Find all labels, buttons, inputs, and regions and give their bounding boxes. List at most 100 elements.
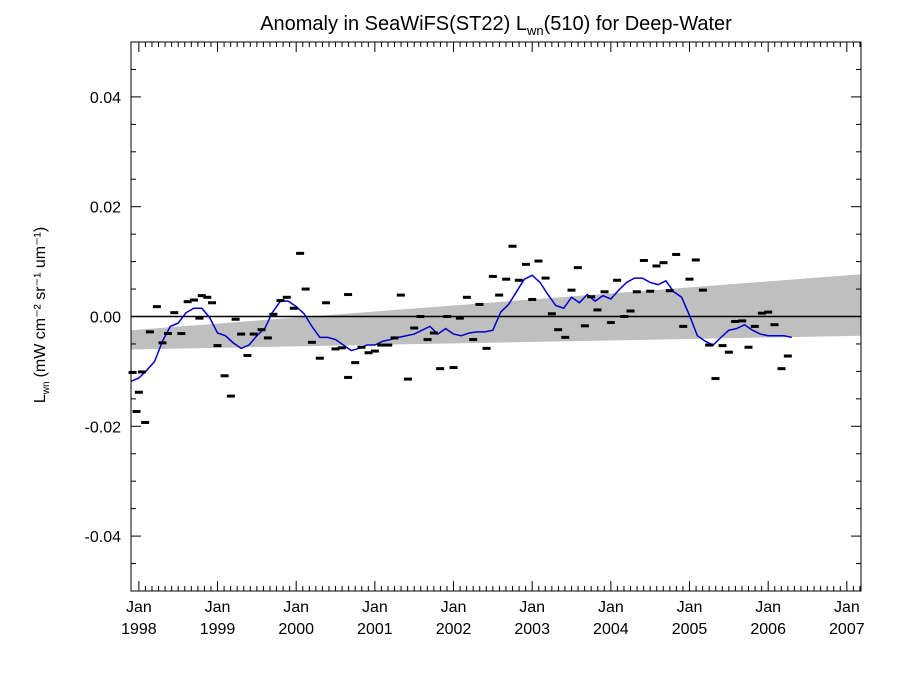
data-point bbox=[220, 374, 229, 378]
data-point bbox=[593, 308, 602, 312]
plot-area: -0.04-0.020.000.020.04 Jan1998Jan1999Jan… bbox=[85, 41, 865, 638]
x-tick-month-label: Jan bbox=[677, 599, 703, 616]
x-tick-year-label: 2007 bbox=[829, 621, 865, 638]
data-point bbox=[249, 332, 258, 336]
data-point bbox=[665, 289, 674, 293]
data-point bbox=[423, 338, 432, 342]
data-point bbox=[138, 370, 147, 374]
data-point bbox=[357, 345, 366, 349]
data-point bbox=[315, 356, 324, 360]
data-point bbox=[145, 330, 154, 334]
data-point bbox=[691, 258, 700, 262]
x-tick-year-label: 2006 bbox=[750, 621, 786, 638]
data-point bbox=[331, 347, 340, 351]
running-mean-line bbox=[130, 274, 792, 382]
data-point bbox=[237, 332, 246, 336]
x-tick-year-label: 2005 bbox=[672, 621, 708, 638]
data-point bbox=[296, 251, 305, 255]
chart-title: Anomaly in SeaWiFS(ST22) Lwn(510) for De… bbox=[260, 13, 732, 38]
x-tick-month-label: Jan bbox=[283, 599, 309, 616]
y-tick-label: 0.00 bbox=[90, 310, 121, 327]
x-tick-month-label: Jan bbox=[126, 599, 152, 616]
data-point bbox=[416, 315, 425, 318]
data-point bbox=[183, 300, 192, 304]
data-point bbox=[711, 377, 720, 381]
data-point bbox=[705, 343, 714, 347]
data-point bbox=[462, 295, 471, 299]
data-point bbox=[269, 312, 278, 316]
data-point bbox=[322, 301, 331, 305]
y-axis-label-text: Lwn (mW cm⁻² sr⁻¹ um⁻¹) bbox=[32, 227, 52, 403]
data-point bbox=[276, 299, 285, 303]
data-point bbox=[410, 326, 419, 330]
data-point bbox=[141, 420, 150, 424]
x-tick-year-label: 2001 bbox=[357, 621, 393, 638]
data-point bbox=[587, 295, 596, 299]
data-point bbox=[639, 259, 648, 263]
data-point bbox=[396, 293, 405, 297]
ylabel-subscript: wn bbox=[41, 381, 52, 395]
data-point bbox=[208, 301, 217, 305]
data-point bbox=[443, 315, 452, 318]
data-point bbox=[777, 367, 786, 371]
data-point bbox=[652, 264, 661, 268]
data-point bbox=[495, 293, 504, 297]
x-tick-year-label: 2004 bbox=[593, 621, 629, 638]
ylabel-units: (mW cm⁻² sr⁻¹ um⁻¹) bbox=[32, 227, 49, 378]
data-point bbox=[567, 288, 576, 292]
data-point bbox=[646, 289, 655, 293]
data-point bbox=[626, 309, 635, 313]
data-point bbox=[231, 317, 240, 321]
data-point bbox=[482, 346, 491, 350]
x-tick-month-label: Jan bbox=[362, 599, 388, 616]
ylabel-main: L bbox=[32, 394, 49, 403]
data-point bbox=[738, 319, 747, 323]
data-point bbox=[403, 377, 412, 381]
data-point bbox=[263, 336, 272, 340]
data-point bbox=[158, 341, 167, 345]
data-point bbox=[197, 294, 206, 298]
data-point bbox=[620, 315, 629, 318]
data-point bbox=[134, 390, 143, 394]
data-point bbox=[377, 343, 386, 347]
data-point bbox=[163, 332, 172, 336]
data-point bbox=[475, 302, 484, 306]
data-point bbox=[243, 353, 252, 357]
data-point bbox=[508, 244, 517, 248]
data-point bbox=[488, 274, 497, 278]
data-point bbox=[213, 344, 222, 348]
data-point bbox=[337, 346, 346, 350]
data-point bbox=[534, 259, 543, 263]
data-point bbox=[750, 324, 759, 328]
data-point bbox=[469, 338, 478, 342]
data-point bbox=[547, 312, 556, 316]
data-point bbox=[282, 295, 291, 299]
data-point bbox=[613, 278, 622, 282]
data-point bbox=[744, 345, 753, 349]
data-point bbox=[344, 375, 353, 379]
data-point bbox=[152, 305, 161, 309]
y-tick-label: -0.04 bbox=[85, 529, 122, 546]
data-point bbox=[370, 349, 379, 353]
data-point bbox=[764, 310, 773, 314]
data-point bbox=[429, 331, 438, 335]
data-point bbox=[573, 266, 582, 270]
data-points bbox=[128, 244, 792, 424]
y-axis-label: Lwn (mW cm⁻² sr⁻¹ um⁻¹) bbox=[32, 227, 52, 403]
y-tick-label: -0.02 bbox=[85, 419, 122, 436]
data-point bbox=[289, 306, 298, 310]
data-point bbox=[170, 311, 179, 315]
data-point bbox=[731, 319, 740, 323]
x-tick-month-label: Jan bbox=[834, 599, 860, 616]
data-point bbox=[580, 324, 589, 328]
data-point bbox=[724, 350, 733, 354]
x-tick-year-label: 2003 bbox=[514, 621, 550, 638]
data-point bbox=[132, 409, 141, 413]
data-point bbox=[226, 394, 235, 398]
data-point bbox=[514, 278, 523, 282]
data-point bbox=[770, 323, 779, 327]
x-tick-month-label: Jan bbox=[755, 599, 781, 616]
data-point bbox=[685, 277, 694, 281]
y-tick-label: 0.02 bbox=[90, 200, 121, 217]
